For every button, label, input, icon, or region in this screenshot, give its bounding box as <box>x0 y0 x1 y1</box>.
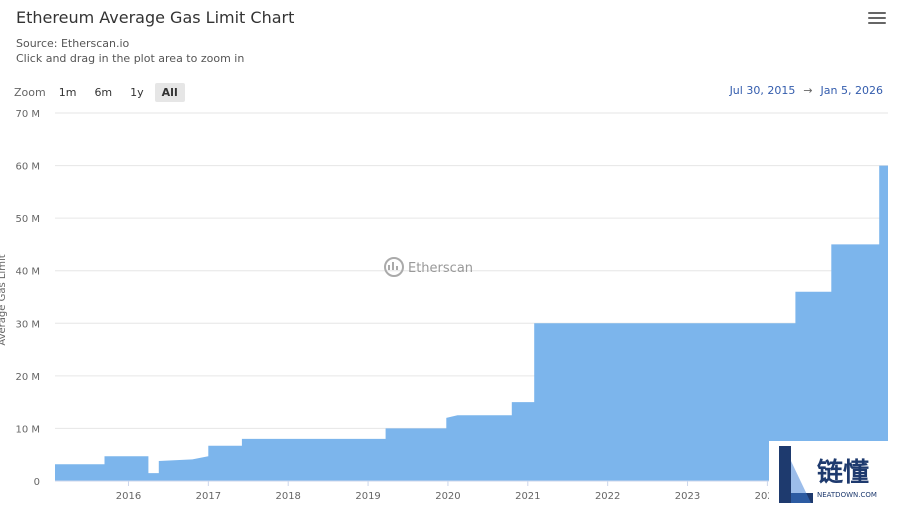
badge-subtext: NEATDOWN.COM <box>817 491 877 499</box>
watermark: Etherscan <box>384 257 473 277</box>
y-axis-label: Average Gas Limit <box>0 254 8 345</box>
watermark-text: Etherscan <box>408 261 473 276</box>
etherscan-logo-icon <box>384 257 404 277</box>
y-tick-label: 40 M <box>15 267 40 278</box>
x-tick-label: 2019 <box>355 491 380 502</box>
x-tick-label: 2024 <box>755 491 780 502</box>
menu-icon[interactable] <box>868 12 886 26</box>
zoom-hint: Click and drag in the plot area to zoom … <box>16 52 245 65</box>
chart-title: Ethereum Average Gas Limit Chart <box>16 8 295 27</box>
zoom-all-button[interactable]: All <box>154 82 185 102</box>
range-from[interactable]: Jul 30, 2015 <box>729 84 796 97</box>
x-tick-label: 2022 <box>595 491 620 502</box>
zoom-controls: Zoom 1m 6m 1y All <box>14 82 189 102</box>
badge-text: 链懂 <box>817 457 869 488</box>
x-tick-label: 2016 <box>116 491 141 502</box>
x-tick-label: 2017 <box>196 491 221 502</box>
x-axis-ticks: 2016 2017 2018 2019 2020 2021 2022 2023 2024 <box>116 481 780 502</box>
y-tick-label: 20 M <box>15 372 40 383</box>
zoom-6m-button[interactable]: 6m <box>94 85 113 99</box>
gas-limit-area[interactable] <box>55 165 888 481</box>
source-text: Source: Etherscan.io <box>16 37 130 50</box>
y-tick-label: 30 M <box>15 319 40 330</box>
y-tick-label: 10 M <box>15 424 40 435</box>
x-tick-label: 2018 <box>275 491 300 502</box>
x-tick-label: 2023 <box>675 491 700 502</box>
x-tick-label: 2021 <box>515 491 540 502</box>
range-to[interactable]: Jan 5, 2026 <box>820 84 883 97</box>
y-tick-label: 0 <box>34 477 40 488</box>
y-tick-label: 70 M <box>15 109 40 120</box>
date-range: Jul 30, 2015 → Jan 5, 2026 <box>730 84 883 97</box>
neatdown-badge: 链懂 NEATDOWN.COM <box>769 441 889 511</box>
range-arrow: → <box>803 84 813 97</box>
y-tick-label: 60 M <box>15 162 40 173</box>
zoom-1y-button[interactable]: 1y <box>130 85 144 99</box>
y-tick-label: 50 M <box>15 214 40 225</box>
x-tick-label: 2020 <box>435 491 460 502</box>
y-axis-ticks: 0 10 M 20 M 30 M 40 M 50 M 60 M 70 M <box>15 109 40 488</box>
zoom-label: Zoom <box>14 85 46 99</box>
zoom-1m-button[interactable]: 1m <box>58 85 77 99</box>
